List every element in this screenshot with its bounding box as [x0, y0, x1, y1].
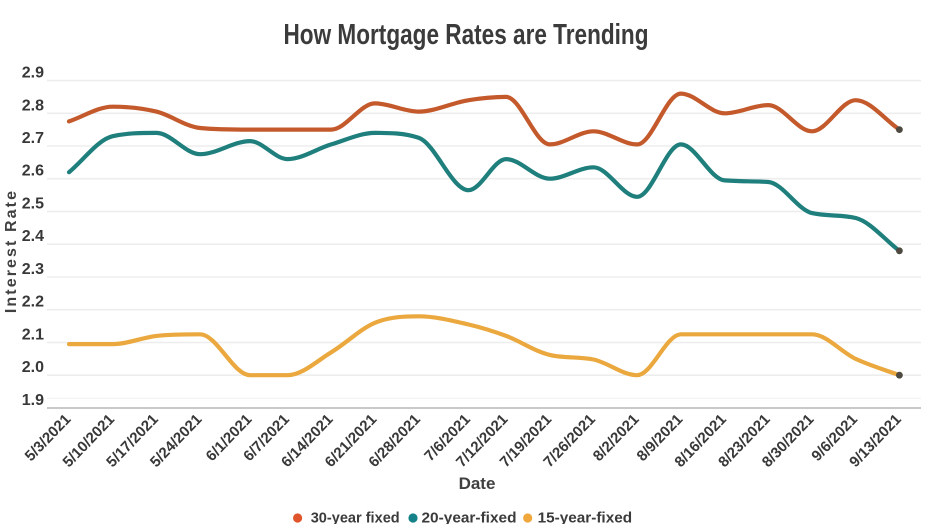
svg-text:2.9: 2.9: [22, 65, 44, 82]
svg-text:How Mortgage Rates are Trendin: How Mortgage Rates are Trending: [284, 19, 649, 51]
svg-text:15-year-fixed: 15-year-fixed: [538, 510, 633, 525]
svg-text:Date: Date: [459, 474, 496, 493]
svg-text:2.8: 2.8: [22, 97, 44, 114]
svg-text:30-year fixed: 30-year fixed: [311, 510, 400, 525]
svg-text:2.6: 2.6: [22, 163, 44, 180]
svg-text:2.1: 2.1: [22, 327, 44, 344]
svg-text:1.9: 1.9: [22, 392, 44, 409]
svg-text:2.0: 2.0: [22, 359, 44, 376]
svg-text:2.5: 2.5: [22, 196, 44, 213]
svg-text:2.4: 2.4: [22, 228, 44, 245]
svg-text:Interest Rate: Interest Rate: [3, 189, 20, 313]
svg-text:2.2: 2.2: [22, 294, 44, 311]
svg-text:2.7: 2.7: [22, 130, 44, 147]
svg-text:2.3: 2.3: [22, 261, 44, 278]
svg-text:20-year-fixed: 20-year-fixed: [422, 510, 517, 525]
